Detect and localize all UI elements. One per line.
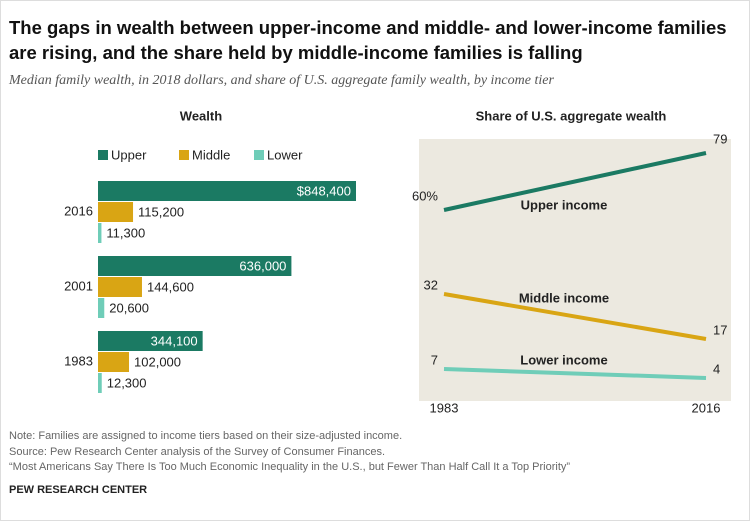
line: [443, 292, 707, 341]
note: Source: Pew Research Center analysis of …: [9, 445, 386, 458]
value-label: 7: [431, 352, 438, 367]
line: [443, 367, 707, 380]
subtitle: Median family wealth, in 2018 dollars, a…: [9, 73, 554, 88]
value-label: 12,300: [107, 375, 147, 390]
line: [443, 151, 707, 212]
legend-label: Middle: [192, 147, 230, 162]
page-title: The gaps in wealth between upper-income …: [9, 17, 727, 63]
note: “Most Americans Say There Is Too Much Ec…: [9, 461, 571, 473]
value-label: 20,600: [109, 300, 149, 315]
value-label: 17: [713, 322, 727, 337]
legend-swatch: [98, 150, 108, 160]
value-label: 11,300: [106, 225, 145, 240]
bar: [98, 277, 142, 297]
series-label: Lower income: [520, 352, 607, 367]
brand: PEW RESEARCH CENTER: [9, 484, 148, 496]
notes: Note: Families are assigned to income ti…: [9, 429, 570, 476]
bar: [98, 298, 105, 318]
legend-label: Lower: [267, 147, 303, 162]
value-label: 60%: [412, 188, 438, 203]
value-label: 79: [713, 131, 727, 146]
note: Note: Families are assigned to income ti…: [9, 430, 403, 442]
bar: [98, 373, 102, 393]
value-label: 102,000: [134, 354, 181, 369]
bar: [98, 202, 134, 222]
value-label: 4: [713, 361, 720, 376]
legend-swatch: [254, 150, 264, 160]
legend-swatch: [179, 150, 189, 160]
series-label: Upper income: [521, 197, 608, 212]
charts: Wealth Upper Middle Lower 2016 $848,400 115,20…: [64, 108, 731, 415]
value-label: 144,600: [147, 279, 194, 294]
chart-title: Wealth: [180, 108, 222, 123]
legend-label: Upper: [111, 147, 147, 162]
bar: [98, 256, 292, 276]
bar: [98, 223, 102, 243]
value-label: 636,000: [239, 258, 286, 273]
y-tick-label: 2016: [64, 203, 93, 218]
chart-title: Share of U.S. aggregate wealth: [476, 108, 667, 123]
value-label: 344,100: [151, 333, 198, 348]
bar: [98, 352, 130, 372]
y-tick-label: 1983: [64, 353, 93, 368]
value-label: $848,400: [297, 183, 351, 198]
value-label: 32: [424, 277, 438, 292]
value-label: 115,200: [138, 204, 184, 219]
x-tick-label: 1983: [430, 400, 459, 415]
bar: [98, 331, 203, 351]
series-label: Middle income: [519, 290, 609, 305]
y-tick-label: 2001: [64, 278, 93, 293]
x-tick-label: 2016: [692, 400, 721, 415]
bar: [98, 181, 356, 201]
